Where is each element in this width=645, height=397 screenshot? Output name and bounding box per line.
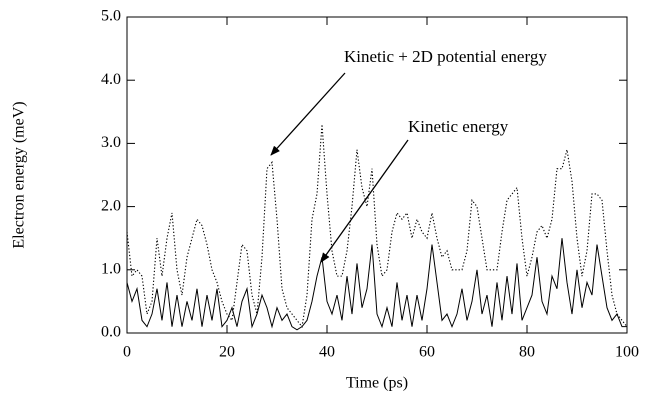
y-tick-label: 4.0 [101,71,121,88]
y-tick-label: 3.0 [101,134,121,151]
line-series [126,124,628,329]
annotation: Kinetic energy [408,117,509,136]
y-tick-label: 2.0 [101,197,121,214]
y-tick-label: 0.0 [101,324,121,341]
annotation: Kinetic + 2D potential energy [344,47,547,66]
x-tick-label: 60 [419,344,435,361]
x-tick-label: 100 [615,344,639,361]
y-axis-label: Electron energy (meV) [11,101,28,248]
line-series [126,238,627,331]
x-tick-label: 80 [519,344,535,361]
annotation-arrow [320,139,409,263]
x-tick-label: 40 [319,344,335,361]
x-tick-label: 0 [123,344,131,361]
plot-frame [126,16,628,334]
annotation-arrow [270,72,346,156]
y-tick-label: 5.0 [101,8,121,25]
y-tick-label: 1.0 [101,260,121,277]
x-axis-label: Time (ps) [346,375,408,392]
x-tick-label: 20 [219,344,235,361]
